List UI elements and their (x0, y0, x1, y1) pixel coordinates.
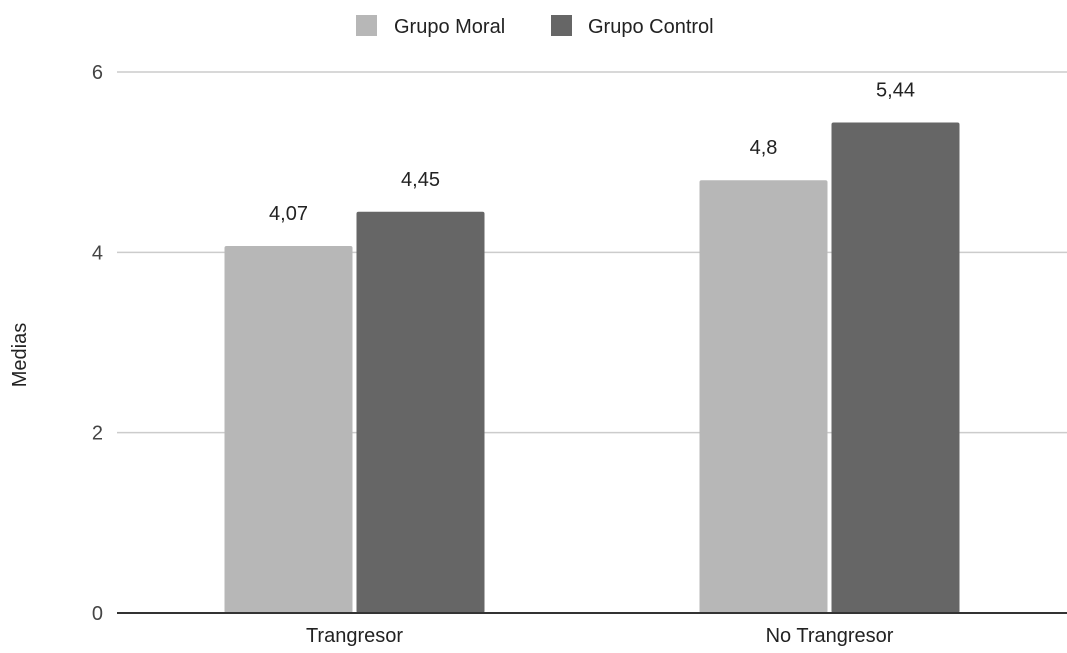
x-tick-label: Trangresor (306, 625, 403, 647)
axes: 0 2 4 6 Trangresor No Trangresor (92, 62, 1067, 647)
data-label: 4,45 (401, 169, 440, 191)
legend: Grupo Moral Grupo Control (356, 15, 714, 38)
y-tick-label: 2 (92, 423, 103, 445)
legend-label-grupo-control: Grupo Control (588, 16, 714, 38)
bars (224, 122, 960, 613)
legend-swatch-grupo-moral (356, 15, 377, 36)
bar-grupo-moral (224, 246, 353, 613)
data-label: 4,8 (750, 137, 778, 159)
legend-label-grupo-moral: Grupo Moral (394, 16, 505, 38)
y-tick-label: 6 (92, 62, 103, 84)
data-labels: 4,07 4,45 4,8 5,44 (269, 79, 915, 225)
y-tick-label: 0 (92, 603, 103, 625)
y-tick-label: 4 (92, 242, 103, 264)
bar-grupo-control (356, 211, 485, 613)
bar-grupo-moral (699, 180, 828, 613)
legend-swatch-grupo-control (551, 15, 572, 36)
data-label: 5,44 (876, 79, 915, 101)
x-tick-label: No Trangresor (766, 625, 894, 647)
data-label: 4,07 (269, 203, 308, 225)
bar-grupo-control (831, 122, 960, 613)
y-axis-title: Medias (9, 323, 31, 387)
